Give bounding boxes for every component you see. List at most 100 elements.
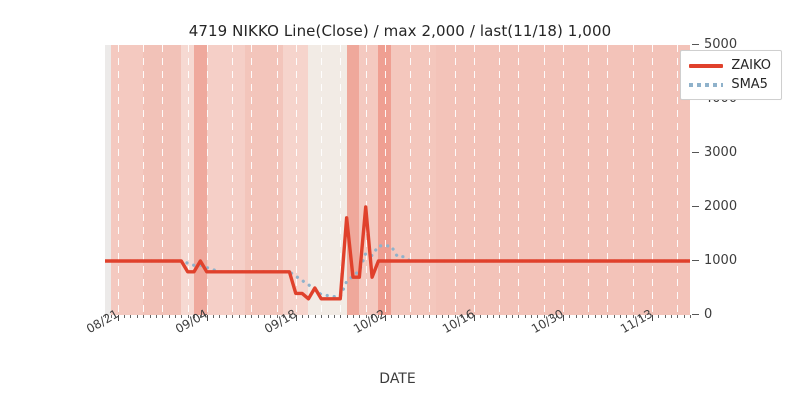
x-tick-minor (632, 315, 634, 318)
x-tick-minor (658, 315, 660, 318)
x-tick-minor (372, 315, 374, 318)
x-tick-minor (537, 315, 539, 318)
x-tick-major (473, 315, 475, 321)
gridline (607, 45, 609, 315)
x-tick-minor (435, 315, 437, 318)
x-tick-minor (149, 315, 151, 318)
x-tick-minor (448, 315, 450, 318)
y-tick-mark (692, 44, 699, 45)
gridline (384, 45, 386, 315)
x-tick-minor (511, 315, 513, 318)
x-tick-major (295, 315, 297, 321)
x-tick-major (206, 315, 208, 321)
y-tick-mark (692, 206, 699, 207)
y-tick-label: 1000 (692, 254, 737, 268)
gridline (206, 45, 208, 315)
x-tick-minor (492, 315, 494, 318)
x-tick-minor (683, 315, 685, 318)
x-tick-minor (321, 315, 323, 318)
x-tick-minor (308, 315, 310, 318)
y-tick-mark (692, 152, 699, 153)
background-band (359, 45, 379, 315)
x-tick-minor (143, 315, 145, 318)
x-tick-minor (410, 315, 412, 318)
x-tick-minor (200, 315, 202, 318)
x-axis-label: DATE (379, 371, 416, 387)
x-tick-minor (181, 315, 183, 318)
x-tick-minor (289, 315, 291, 318)
x-tick-minor (543, 315, 545, 318)
x-tick-minor (136, 315, 138, 318)
x-tick-minor (232, 315, 234, 318)
y-tick-label: 0 (692, 308, 712, 322)
x-tick-minor (690, 315, 691, 318)
x-tick-minor (645, 315, 647, 318)
x-tick-minor (524, 315, 526, 318)
gridline (187, 45, 189, 315)
x-tick-minor (340, 315, 342, 318)
x-tick-minor (359, 315, 361, 318)
x-tick-minor (174, 315, 176, 318)
chart-legend: ZAIKO SMA5 (680, 50, 782, 100)
x-tick-minor (283, 315, 285, 318)
x-tick-minor (111, 315, 113, 318)
x-tick-minor (600, 315, 602, 318)
gridline (340, 45, 342, 315)
x-tick-major (562, 315, 564, 321)
y-tick-mark (692, 260, 699, 261)
x-tick-minor (194, 315, 196, 318)
gridline (588, 45, 590, 315)
x-tick-minor (378, 315, 380, 318)
x-tick-minor (467, 315, 469, 318)
gridline (499, 45, 501, 315)
x-tick-minor (130, 315, 132, 318)
x-tick-minor (105, 315, 106, 318)
background-band (143, 45, 182, 315)
x-tick-minor (251, 315, 253, 318)
x-tick-minor (365, 315, 367, 318)
gridline (162, 45, 164, 315)
gridline (410, 45, 412, 315)
gridline (143, 45, 145, 315)
legend-label-sma5: SMA5 (731, 77, 768, 92)
x-tick-minor (422, 315, 424, 318)
y-tick-mark (692, 314, 699, 315)
background-band (194, 45, 207, 315)
background-band (181, 45, 194, 315)
x-tick-minor (581, 315, 583, 318)
x-tick-minor (314, 315, 316, 318)
x-tick-minor (613, 315, 615, 318)
gridline (632, 45, 634, 315)
x-tick-minor (257, 315, 259, 318)
x-tick-minor (302, 315, 304, 318)
x-tick-minor (588, 315, 590, 318)
x-tick-minor (276, 315, 278, 318)
x-tick-minor (505, 315, 507, 318)
x-tick-minor (569, 315, 571, 318)
y-tick-label: 3000 (692, 146, 737, 160)
x-tick-minor (664, 315, 666, 318)
gridline (454, 45, 456, 315)
x-tick-minor (213, 315, 215, 318)
chart-title: 4719 NIKKO Line(Close) / max 2,000 / las… (188, 22, 612, 40)
x-tick-minor (238, 315, 240, 318)
y-tick-label: 2000 (692, 200, 737, 214)
x-tick-minor (168, 315, 170, 318)
x-axis-ticks: 08/21 09/04 09/18 10/02 10/16 10/30 11/13 (84, 307, 725, 375)
gridline (429, 45, 431, 315)
x-tick-minor (670, 315, 672, 318)
x-tick-minor (429, 315, 431, 318)
background-band (308, 45, 347, 315)
x-tick-minor (391, 315, 393, 318)
x-tick-minor (550, 315, 552, 318)
legend-swatch-solid-icon (689, 60, 724, 72)
x-tick-minor (263, 315, 265, 318)
gridline (543, 45, 545, 315)
x-tick-minor (442, 315, 443, 318)
legend-item-sma5: SMA5 (689, 75, 771, 94)
background-band (105, 45, 112, 315)
x-tick-minor (486, 315, 488, 318)
y-tick-label: 5000 (692, 38, 737, 52)
x-tick-minor (403, 315, 405, 318)
